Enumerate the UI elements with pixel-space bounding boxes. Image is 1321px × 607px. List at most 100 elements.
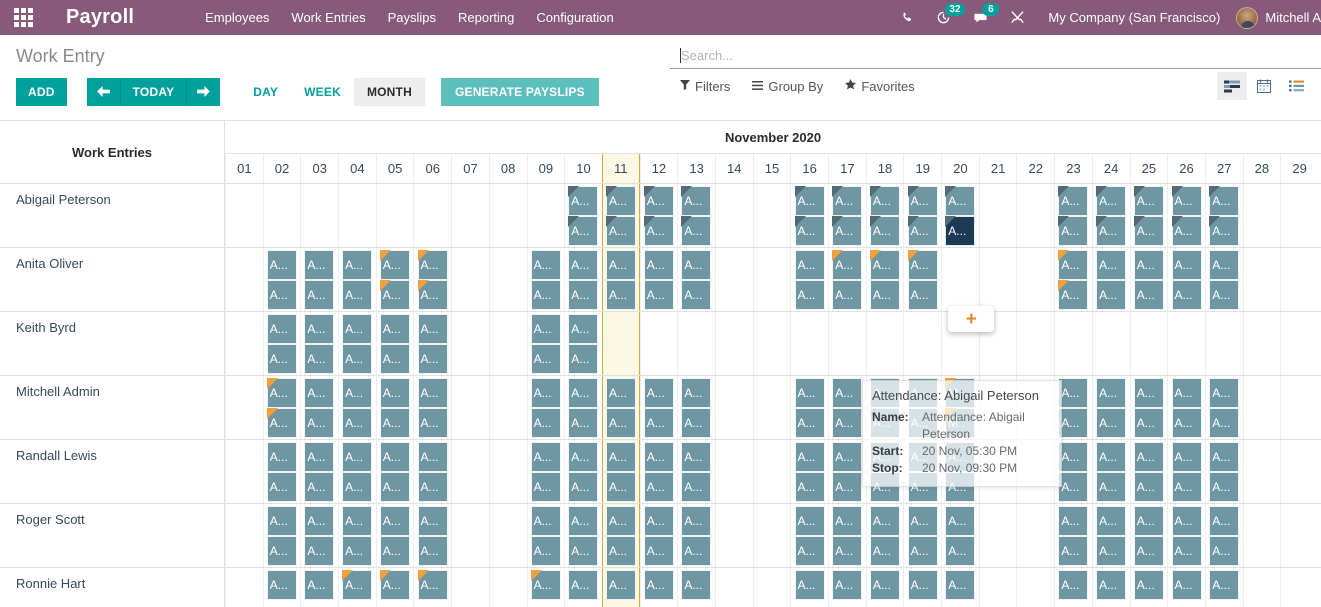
work-entry-pill[interactable]: A... (1171, 280, 1202, 310)
work-entry-pill[interactable]: A... (794, 536, 825, 566)
work-entry-pill[interactable]: A... (1058, 250, 1089, 280)
work-entry-pill[interactable]: A... (1209, 442, 1240, 472)
work-entry-pill[interactable]: A... (1133, 442, 1164, 472)
gantt-cell[interactable] (338, 248, 376, 311)
gantt-cell[interactable] (1129, 312, 1168, 375)
work-entry-pill[interactable]: A... (794, 570, 825, 600)
work-entry-pill[interactable]: A... (1171, 378, 1202, 408)
work-entry-pill[interactable]: A... (1096, 216, 1127, 246)
work-entry-pill[interactable]: A... (832, 216, 863, 246)
gantt-cell[interactable] (488, 248, 527, 311)
work-entry-pill[interactable]: A... (1133, 250, 1164, 280)
work-entry-pill[interactable]: A... (1209, 570, 1240, 600)
work-entry-pill[interactable]: A... (417, 442, 448, 472)
work-entry-pill[interactable]: A... (568, 250, 599, 280)
work-entry-pill[interactable]: A... (568, 314, 599, 344)
work-entry-pill[interactable]: A... (794, 378, 825, 408)
gantt-cell[interactable] (790, 184, 828, 247)
work-entry-pill[interactable]: A... (945, 570, 976, 600)
gantt-cell[interactable] (1204, 504, 1243, 567)
work-entry-pill[interactable]: A... (606, 536, 636, 566)
gantt-cell[interactable] (1016, 568, 1054, 607)
gantt-cell[interactable] (1167, 312, 1205, 375)
gantt-cell[interactable] (752, 376, 791, 439)
work-entry-pill[interactable]: A... (342, 280, 373, 310)
work-entry-pill[interactable]: A... (417, 378, 448, 408)
day-header-cell[interactable]: 02 (262, 154, 301, 183)
gantt-cell[interactable] (1242, 312, 1281, 375)
work-entry-pill[interactable]: A... (606, 378, 636, 408)
work-entry-pill[interactable]: A... (1209, 186, 1240, 216)
work-entry-pill[interactable]: A... (1209, 506, 1240, 536)
work-entry-pill[interactable]: A... (1209, 378, 1240, 408)
gantt-cell[interactable] (677, 248, 715, 311)
gantt-cell[interactable] (488, 568, 527, 607)
gantt-cell[interactable] (941, 184, 979, 247)
work-entry-pill[interactable]: A... (1096, 408, 1127, 438)
work-entry-pill[interactable]: A... (379, 536, 410, 566)
tools-icon[interactable] (999, 0, 1036, 35)
gantt-cell[interactable] (865, 568, 904, 607)
user-menu[interactable]: Mitchell A (1232, 6, 1321, 29)
work-entry-pill[interactable]: A... (1133, 408, 1164, 438)
work-entry-pill[interactable]: A... (1171, 442, 1202, 472)
gantt-cell[interactable] (1054, 184, 1092, 247)
work-entry-pill[interactable]: A... (266, 250, 297, 280)
work-entry-pill[interactable]: A... (266, 344, 297, 374)
work-entry-pill[interactable]: A... (681, 472, 712, 502)
work-entry-pill[interactable]: A... (869, 536, 900, 566)
work-entry-pill[interactable]: A... (907, 250, 938, 280)
gantt-cell[interactable] (488, 184, 527, 247)
work-entry-pill[interactable]: A... (794, 442, 825, 472)
gantt-cell[interactable] (941, 248, 979, 311)
gantt-cell[interactable] (300, 184, 338, 247)
gantt-cell[interactable] (1280, 312, 1318, 375)
work-entry-pill[interactable]: A... (1133, 570, 1164, 600)
work-entry-pill[interactable]: A... (606, 570, 636, 600)
work-entry-pill[interactable]: A... (832, 442, 863, 472)
gantt-cell[interactable] (1091, 248, 1130, 311)
gantt-cell[interactable] (714, 504, 753, 567)
work-entry-pill[interactable]: A... (945, 216, 976, 246)
employee-row-label[interactable]: Anita Oliver (0, 248, 224, 312)
day-header-cell[interactable]: 18 (865, 154, 904, 183)
gantt-cell[interactable] (300, 248, 338, 311)
gantt-cell[interactable] (338, 376, 376, 439)
gantt-cell[interactable] (1204, 376, 1243, 439)
gantt-cell[interactable] (1054, 248, 1092, 311)
gantt-cell[interactable] (338, 504, 376, 567)
gantt-cell[interactable] (262, 312, 301, 375)
employee-row-label[interactable]: Randall Lewis (0, 440, 224, 504)
gantt-cell[interactable] (639, 184, 678, 247)
work-entry-pill[interactable]: A... (606, 216, 636, 246)
work-entry-pill[interactable]: A... (832, 536, 863, 566)
gantt-cell[interactable] (451, 440, 489, 503)
gantt-cell[interactable] (714, 376, 753, 439)
gantt-cell[interactable] (413, 440, 451, 503)
work-entry-pill[interactable]: A... (681, 250, 712, 280)
work-entry-pill[interactable]: A... (643, 216, 674, 246)
gantt-cell[interactable] (338, 440, 376, 503)
gantt-cell[interactable] (526, 248, 565, 311)
gantt-cell[interactable] (564, 376, 602, 439)
day-header-cell[interactable]: 17 (828, 154, 866, 183)
gantt-cell[interactable] (413, 504, 451, 567)
gantt-cell[interactable] (225, 184, 263, 247)
work-entry-pill[interactable]: A... (342, 472, 373, 502)
gantt-cell[interactable] (1280, 440, 1318, 503)
gantt-cell[interactable] (1129, 184, 1168, 247)
work-entry-pill[interactable]: A... (606, 442, 636, 472)
work-entry-pill[interactable]: A... (379, 570, 410, 600)
day-header-cell[interactable]: 25 (1129, 154, 1168, 183)
work-entry-pill[interactable]: A... (1209, 408, 1240, 438)
work-entry-pill[interactable]: A... (342, 344, 373, 374)
work-entry-pill[interactable]: A... (266, 280, 297, 310)
work-entry-pill[interactable]: A... (606, 506, 636, 536)
work-entry-pill[interactable]: A... (379, 280, 410, 310)
day-header-cell[interactable]: 21 (978, 154, 1017, 183)
gantt-cell[interactable] (375, 376, 414, 439)
gantt-cell[interactable] (677, 504, 715, 567)
work-entry-pill[interactable]: A... (1096, 536, 1127, 566)
work-entry-pill[interactable]: A... (1171, 472, 1202, 502)
work-entry-pill[interactable]: A... (379, 472, 410, 502)
